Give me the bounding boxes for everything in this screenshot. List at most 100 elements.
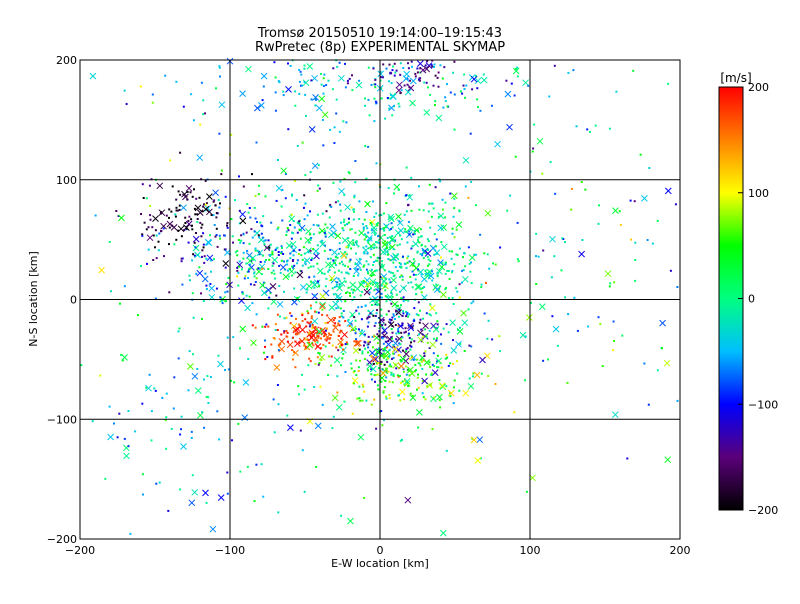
data-point-dot bbox=[374, 86, 377, 89]
data-point-dot bbox=[127, 410, 130, 412]
data-point-cross bbox=[389, 235, 397, 243]
data-point-dot bbox=[403, 383, 406, 386]
data-point-dot bbox=[381, 424, 384, 427]
data-point-dot bbox=[141, 473, 144, 476]
data-point-dot bbox=[382, 390, 385, 393]
data-point-dot bbox=[266, 356, 269, 358]
x-tick-label: 100 bbox=[520, 544, 541, 557]
data-point-dot bbox=[165, 416, 168, 419]
data-point-cross bbox=[370, 355, 378, 363]
data-point-dot bbox=[307, 266, 310, 269]
data-point-dot bbox=[289, 65, 292, 67]
data-point-dot bbox=[337, 306, 340, 309]
data-point-dot bbox=[157, 240, 160, 243]
data-point-dot bbox=[344, 62, 346, 65]
data-point-dot bbox=[428, 263, 431, 266]
data-point-dot bbox=[340, 337, 343, 340]
data-point-dot bbox=[428, 347, 431, 349]
data-point-cross bbox=[353, 340, 361, 347]
data-point-dot bbox=[317, 335, 320, 338]
data-point-dot bbox=[314, 104, 317, 107]
data-point-dot bbox=[309, 360, 312, 363]
data-point-dot bbox=[380, 97, 383, 100]
data-point-dot bbox=[285, 330, 288, 332]
data-point-dot bbox=[401, 315, 404, 317]
data-point-dot bbox=[444, 263, 447, 266]
data-point-dot bbox=[376, 241, 379, 244]
data-point-dot bbox=[372, 362, 375, 365]
data-point-cross bbox=[279, 263, 287, 271]
data-point-dot bbox=[432, 84, 435, 87]
data-point-dot bbox=[280, 250, 283, 253]
data-point-cross bbox=[254, 104, 261, 112]
data-point-dot bbox=[452, 303, 455, 305]
data-point-dot bbox=[357, 245, 360, 248]
data-point-dot bbox=[151, 226, 154, 229]
data-point-dot bbox=[537, 255, 540, 258]
data-point-cross bbox=[222, 260, 230, 267]
data-point-dot bbox=[435, 283, 438, 286]
data-point-dot bbox=[435, 238, 438, 241]
data-point-dot bbox=[187, 389, 190, 392]
data-point-cross bbox=[316, 328, 323, 335]
data-point-dot bbox=[260, 463, 263, 466]
data-point-dot bbox=[298, 228, 301, 231]
data-point-dot bbox=[434, 245, 437, 248]
data-point-dot bbox=[476, 98, 479, 101]
data-point-dot bbox=[218, 438, 221, 441]
data-point-dot bbox=[464, 96, 466, 99]
data-point-dot bbox=[365, 234, 368, 237]
data-point-dot bbox=[381, 263, 383, 266]
data-point-dot bbox=[375, 101, 378, 104]
data-point-dot bbox=[324, 322, 327, 325]
data-point-dot bbox=[405, 348, 408, 351]
data-point-dot bbox=[104, 477, 107, 480]
data-point-dot bbox=[305, 291, 308, 294]
data-point-dot bbox=[327, 270, 330, 273]
data-point-dot bbox=[317, 285, 320, 288]
data-point-dot bbox=[400, 360, 403, 363]
data-point-dot bbox=[264, 339, 266, 342]
data-point-dot bbox=[330, 355, 333, 358]
data-point-dot bbox=[168, 208, 171, 211]
data-point-dot bbox=[143, 221, 146, 224]
data-point-dot bbox=[265, 323, 268, 326]
data-point-dot bbox=[438, 399, 441, 402]
data-point-dot bbox=[376, 282, 378, 284]
data-point-dot bbox=[435, 312, 438, 315]
data-point-dot bbox=[274, 91, 277, 94]
data-point-dot bbox=[264, 325, 267, 328]
data-point-dot bbox=[204, 112, 206, 115]
data-point-dot bbox=[380, 292, 383, 295]
data-point-dot bbox=[407, 203, 410, 206]
data-point-dot bbox=[375, 269, 378, 272]
data-point-dot bbox=[374, 270, 376, 273]
data-point-dot bbox=[248, 242, 251, 245]
data-point-dot bbox=[411, 270, 414, 273]
data-point-dot bbox=[516, 66, 519, 69]
data-point-dot bbox=[386, 241, 389, 244]
data-point-dot bbox=[444, 288, 447, 291]
data-point-dot bbox=[406, 83, 409, 86]
data-point-dot bbox=[597, 316, 600, 319]
data-point-cross bbox=[286, 341, 294, 349]
data-point-dot bbox=[339, 180, 342, 183]
data-point-dot bbox=[669, 269, 672, 272]
data-point-dot bbox=[445, 449, 448, 452]
data-point-dot bbox=[362, 226, 365, 229]
data-point-dot bbox=[375, 312, 378, 315]
data-point-dot bbox=[365, 177, 368, 180]
data-point-dot bbox=[260, 273, 263, 276]
data-point-dot bbox=[360, 280, 363, 283]
data-point-dot bbox=[395, 332, 398, 335]
data-point-dot bbox=[342, 120, 345, 123]
data-point-dot bbox=[344, 300, 347, 303]
data-point-dot bbox=[259, 221, 262, 224]
data-point-dot bbox=[316, 341, 319, 344]
data-point-dot bbox=[298, 324, 301, 327]
data-point-dot bbox=[379, 228, 382, 230]
data-point-dot bbox=[361, 383, 364, 386]
data-point-dot bbox=[345, 292, 347, 294]
data-point-dot bbox=[280, 259, 283, 262]
data-point-cross bbox=[204, 205, 212, 212]
